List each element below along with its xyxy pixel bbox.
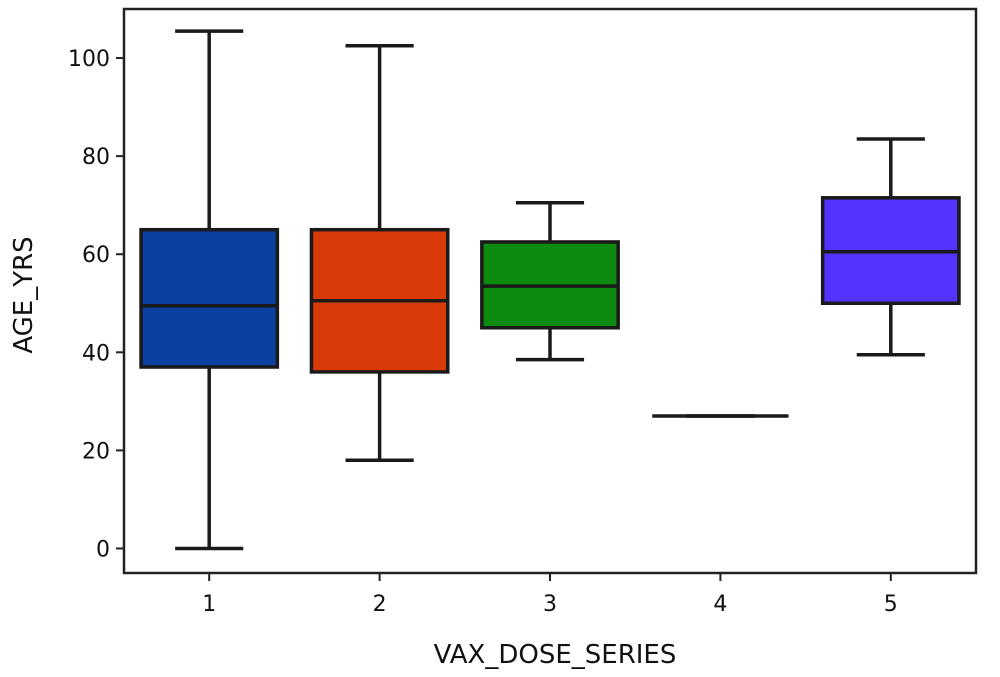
- y-tick-label-0: 0: [96, 537, 110, 562]
- x-tick-label-2: 2: [373, 592, 387, 617]
- box-group-2: [309, 44, 450, 462]
- y-tick-label-40: 40: [82, 341, 110, 366]
- x-tick-label-3: 3: [543, 592, 557, 617]
- y-tick-label-60: 60: [82, 243, 110, 268]
- x-axis-label: VAX_DOSE_SERIES: [434, 640, 677, 670]
- y-tick-label-80: 80: [82, 145, 110, 170]
- x-tick-label-5: 5: [884, 592, 898, 617]
- x-tick-label-1: 1: [202, 592, 216, 617]
- y-tick-label-100: 100: [68, 47, 110, 72]
- y-tick-label-20: 20: [82, 439, 110, 464]
- y-axis: 0 20 40 60 80 100: [68, 47, 124, 562]
- x-tick-label-4: 4: [713, 592, 727, 617]
- box-group-3: [480, 200, 620, 362]
- x-axis: 1 2 3 4 5: [202, 573, 898, 617]
- box-1: [139, 227, 280, 369]
- y-axis-label: AGE_YRS: [9, 236, 39, 353]
- box-group-1: [139, 29, 280, 551]
- box-group-5: [820, 137, 961, 357]
- boxes-layer: [139, 29, 961, 551]
